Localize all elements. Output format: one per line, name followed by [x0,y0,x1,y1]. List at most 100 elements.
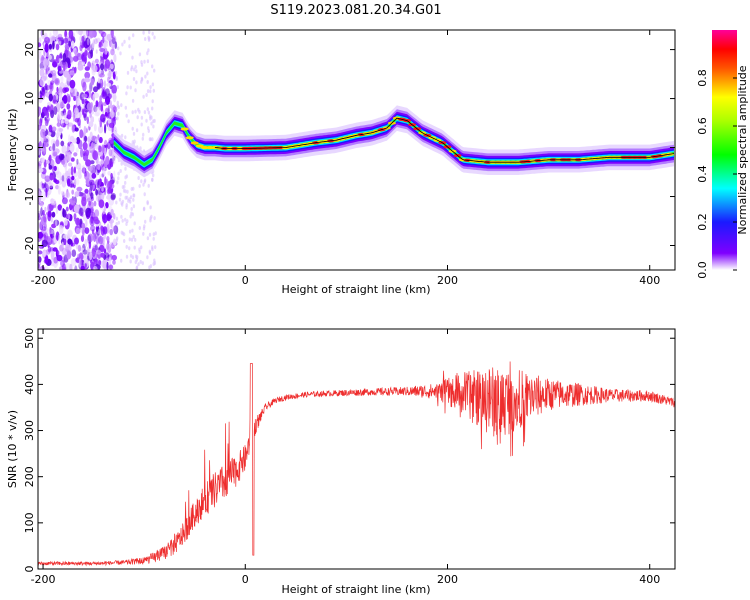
noise-speckle [42,250,47,257]
noise-speckle [151,82,155,87]
noise-speckle [44,36,50,45]
noise-speckle [91,229,95,235]
noise-speckle [132,193,135,198]
noise-speckle [147,126,150,131]
noise-speckle [101,169,106,177]
noise-speckle [115,222,118,226]
noise-speckle [80,235,85,242]
noise-speckle [151,106,154,111]
noise-speckle [69,143,75,153]
snr-frame [37,328,676,570]
noise-speckle [110,161,114,168]
colorbar-gradient [712,30,737,270]
noise-speckle [61,159,66,165]
noise-speckle [75,227,81,234]
noise-speckle [81,167,87,174]
noise-speckle [74,49,78,57]
noise-speckle [74,191,80,198]
noise-speckle [141,136,144,141]
noise-speckle [120,133,124,138]
noise-speckle [94,209,100,218]
noise-speckle [149,114,152,119]
noise-speckle [84,135,88,142]
noise-speckle [106,261,109,270]
noise-speckle [108,256,112,267]
noise-speckle [151,31,154,36]
noise-speckle [110,208,114,216]
noise-speckle [85,207,91,218]
noise-speckle [42,91,46,97]
noise-speckle [48,43,53,50]
noise-speckle [41,147,45,152]
noise-speckle [93,86,98,93]
noise-speckle [59,61,64,67]
noise-speckle [73,213,77,220]
noise-speckle [112,116,117,121]
noise-speckle [55,43,60,51]
ridge-band [113,111,675,172]
noise-speckle [98,228,101,235]
spectrogram-marks [38,30,675,270]
noise-speckle [42,72,48,81]
colorbar: 0.0 0.2 0.4 0.6 0.8 Normalized spectral ampl… [696,30,749,279]
noise-speckle [84,71,91,79]
noise-speckle [66,176,72,184]
noise-speckle [98,136,103,144]
noise-speckle [57,204,63,211]
noise-speckle [132,197,135,202]
noise-speckle [80,265,85,270]
noise-speckle [56,86,59,93]
noise-speckle [82,141,88,151]
noise-speckle [116,100,120,105]
noise-speckle [68,40,72,47]
noise-speckle [118,197,122,202]
y-tick-label: 500 [23,328,36,349]
noise-speckle [125,203,128,208]
noise-speckle [100,104,104,112]
noise-speckle [142,30,145,35]
noise-speckle [57,111,63,121]
noise-speckle [90,216,94,224]
noise-speckle [130,207,133,211]
noise-speckle [90,49,93,59]
noise-speckle [88,240,92,250]
noise-speckle [93,258,99,265]
noise-speckle [143,59,146,64]
noise-speckle [107,71,113,78]
noise-speckle [106,33,112,42]
noise-speckle [75,177,80,186]
noise-speckle [68,162,73,167]
snr-marks [38,361,675,567]
noise-speckle [43,213,47,223]
noise-speckle [147,110,151,115]
noise-speckle [45,187,48,198]
noise-speckle [67,109,72,120]
noise-speckle [121,218,124,223]
noise-speckle [108,148,113,157]
noise-speckle [48,124,53,133]
noise-speckle [142,231,145,236]
noise-speckle [86,38,90,46]
noise-speckle [116,103,120,108]
noise-speckle [114,70,118,75]
noise-speckle [104,59,111,69]
noise-speckle [70,242,76,247]
noise-speckle [84,227,90,235]
noise-speckle [128,237,131,242]
colorbar-ticks: 0.0 0.2 0.4 0.6 0.8 [696,69,737,279]
noise-speckle [131,228,134,233]
noise-speckle [72,88,78,97]
noise-speckle [100,191,105,202]
noise-speckle [128,197,131,202]
ridge-trace-line [214,117,675,163]
noise-speckle [67,213,71,220]
noise-speckle [42,58,49,67]
noise-speckle [38,221,43,231]
noise-speckle [134,237,137,242]
noise-speckle [48,93,53,102]
noise-speckle [142,94,145,99]
noise-speckle [47,203,52,213]
noise-speckle [78,173,82,180]
noise-speckle [129,85,132,90]
